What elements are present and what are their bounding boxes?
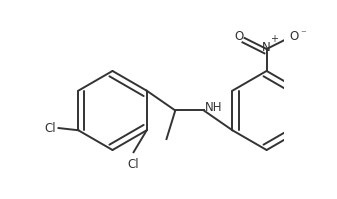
- Text: O: O: [289, 30, 299, 43]
- Text: Cl: Cl: [45, 122, 56, 135]
- Text: ⁻: ⁻: [300, 29, 306, 39]
- Text: +: +: [270, 34, 278, 44]
- Text: N: N: [262, 41, 271, 54]
- Text: NH: NH: [205, 101, 222, 114]
- Text: O: O: [235, 30, 244, 43]
- Text: Cl: Cl: [128, 158, 140, 171]
